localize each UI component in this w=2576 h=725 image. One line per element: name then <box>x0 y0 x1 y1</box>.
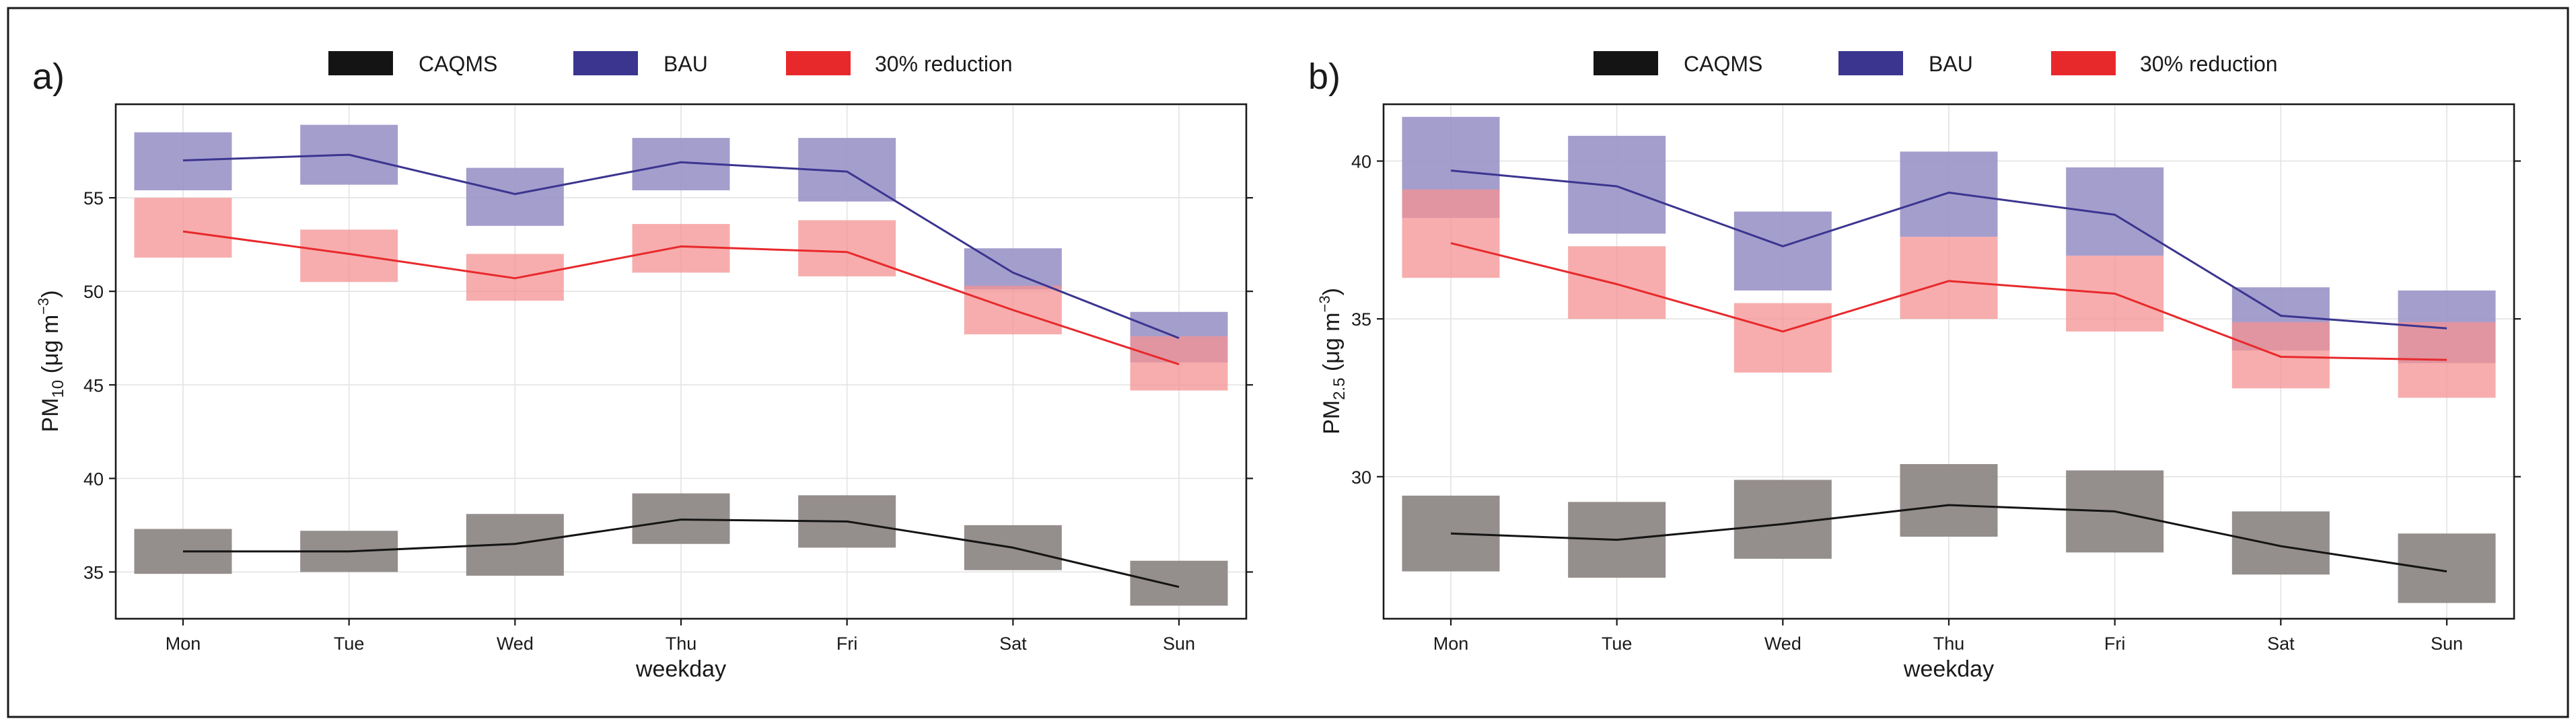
xtick-label-b-sun: Sun <box>2431 634 2463 654</box>
xtick-label-b-fri: Fri <box>2104 634 2125 654</box>
xtick-label-a-tue: Tue <box>334 634 365 654</box>
series-line-b-30-reduction <box>1450 242 2447 361</box>
xtick-label-b-wed: Wed <box>1764 634 1801 654</box>
range-box-b-30-reduction-mon <box>1402 189 1500 278</box>
xtick-label-a-sat: Sat <box>999 634 1027 654</box>
legend-a-label-bau: BAU <box>664 52 708 76</box>
legend-b-swatch-reduction <box>2051 51 2116 75</box>
xtick-label-a-sun: Sun <box>1163 634 1195 654</box>
range-box-a-bau-mon <box>134 132 232 190</box>
plot-a-frame <box>114 103 1248 620</box>
ytick-label-a-45: 45 <box>83 375 104 395</box>
series-line-b-caqms <box>1450 504 2447 573</box>
xtick-label-b-tue: Tue <box>1602 634 1633 654</box>
range-box-a-bau-sat <box>964 248 1062 290</box>
legend-a-label-caqms: CAQMS <box>419 52 497 76</box>
range-box-b-30-reduction-tue <box>1568 246 1666 319</box>
range-box-a-30-reduction-fri <box>798 220 896 276</box>
range-box-a-caqms-sun <box>1130 560 1228 606</box>
legend-a-swatch-reduction <box>786 51 851 75</box>
range-box-b-30-reduction-wed <box>1733 303 1832 373</box>
xtick-label-a-thu: Thu <box>666 634 697 654</box>
range-box-a-30-reduction-mon <box>134 198 232 258</box>
ytick-label-b-35: 35 <box>1351 309 1371 330</box>
legend-b: CAQMS BAU 30% reduction <box>1594 51 2278 76</box>
range-box-a-bau-wed <box>466 167 564 226</box>
ytick-label-a-40: 40 <box>83 469 104 489</box>
range-box-a-30-reduction-tue <box>300 229 398 282</box>
range-box-b-bau-tue <box>1568 135 1666 234</box>
panel-a-label: a) <box>32 56 65 97</box>
xtick-label-a-wed: Wed <box>497 634 534 654</box>
range-box-b-bau-thu <box>1900 151 1998 237</box>
legend-b-label-caqms: CAQMS <box>1684 52 1762 76</box>
y-axis-title-a: PM10 (μg m−3) <box>35 290 67 432</box>
range-box-b-30-reduction-thu <box>1900 237 1998 319</box>
xtick-label-a-mon: Mon <box>166 634 201 654</box>
xtick-label-b-thu: Thu <box>1933 634 1965 654</box>
ytick-label-b-30: 30 <box>1351 467 1371 488</box>
panel-b: b) CAQMS BAU 30% reduction 30 35 40 Mon Tue W… <box>1308 51 2521 682</box>
figure-border <box>7 7 2569 718</box>
legend-b-swatch-bau <box>1838 51 1903 75</box>
xtick-label-b-sat: Sat <box>2267 634 2295 654</box>
panel-b-label: b) <box>1308 56 1340 97</box>
legend-b-label-bau: BAU <box>1929 52 1973 76</box>
series-line-a-caqms <box>183 519 1180 588</box>
range-box-b-caqms-sun <box>2398 533 2496 603</box>
legend-b-label-reduction: 30% reduction <box>2140 52 2278 76</box>
ytick-label-a-50: 50 <box>83 282 104 302</box>
xtick-label-a-fri: Fri <box>836 634 857 654</box>
y-axis-title-b: PM2.5 (μg m−3) <box>1316 288 1349 434</box>
range-box-b-30-reduction-sat <box>2231 321 2330 389</box>
range-box-b-caqms-thu <box>1900 464 1998 537</box>
x-axis-title-b: weekday <box>1903 656 1994 682</box>
xtick-label-b-mon: Mon <box>1433 634 1469 654</box>
range-box-b-bau-fri <box>2066 167 2164 256</box>
ytick-label-b-40: 40 <box>1351 151 1371 171</box>
legend-b-swatch-caqms <box>1594 51 1658 75</box>
series-line-a-bau <box>182 153 1180 340</box>
range-box-b-caqms-wed <box>1733 480 1832 559</box>
legend-a-label-reduction: 30% reduction <box>875 52 1013 76</box>
series-line-a-30-reduction <box>182 230 1180 366</box>
legend-a-swatch-caqms <box>328 51 393 75</box>
range-box-b-caqms-sat <box>2231 511 2330 575</box>
x-axis-title-a: weekday <box>635 656 726 682</box>
range-box-b-bau-wed <box>1733 211 1832 291</box>
legend-a-swatch-bau <box>573 51 638 75</box>
legend-a: CAQMS BAU 30% reduction <box>328 51 1013 76</box>
plot-b-frame <box>1382 103 2515 620</box>
series-line-b-bau <box>1450 169 2447 330</box>
panel-a: a) CAQMS BAU 30% reduction 35 40 45 50 55 Mon… <box>32 51 1253 682</box>
ytick-label-a-35: 35 <box>83 562 104 582</box>
ytick-label-a-55: 55 <box>83 188 104 208</box>
